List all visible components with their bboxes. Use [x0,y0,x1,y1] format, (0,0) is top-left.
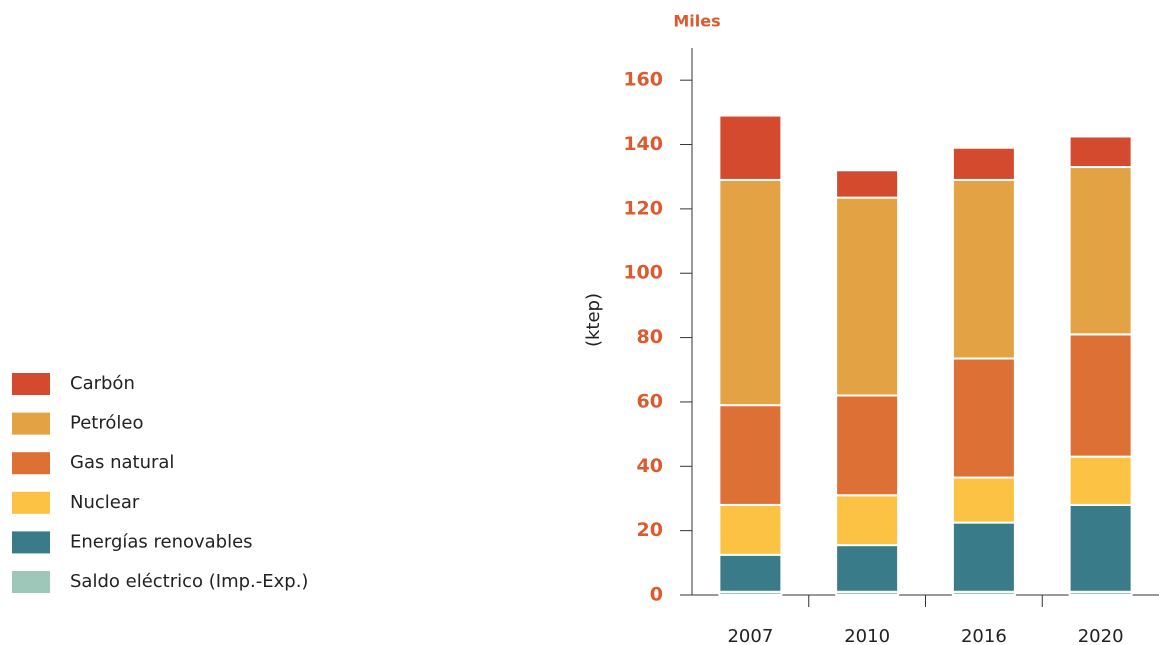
bar-segment [835,494,900,547]
bar-segment [1068,333,1133,458]
legend-label: Nuclear [70,492,140,513]
legend-swatch [12,531,50,554]
bar-segment [951,357,1016,479]
legend-label: Petróleo [70,413,143,434]
legend-swatch [12,373,50,395]
bar-segment [835,196,900,397]
bar-segment [951,521,1016,593]
x-tick-label: 2016 [961,626,1007,645]
legend-label: Carbón [70,373,135,394]
bar-segment [951,476,1016,524]
x-tick-label: 2007 [727,626,773,645]
legend-label: Gas natural [70,452,174,473]
legend-swatch [12,412,50,435]
x-tick-label: 2010 [844,626,890,645]
legend-label: Saldo eléctrico (Imp.-Exp.) [70,571,308,592]
bar-segment [718,178,783,407]
bar-segment [835,544,900,593]
y-tick-label: 60 [637,390,663,412]
y-tick-label: 40 [637,455,663,477]
legend-label: Energías renovables [70,531,253,552]
y-tick-label: 160 [623,69,663,91]
unit-label: Miles [673,12,720,31]
bar-segment [1068,503,1133,593]
y-tick-label: 100 [623,262,663,284]
bar-segment [1068,455,1133,506]
bar-segment [718,553,783,593]
bar-segment [951,178,1016,360]
legend-swatch [12,452,50,475]
bar-segment [1068,135,1133,169]
bar-segment [1068,166,1133,336]
y-tick-label: 140 [623,133,663,155]
bar-segment [718,404,783,506]
bar-segment [835,169,900,199]
y-tick-label: 20 [637,519,663,541]
legend-swatch [12,571,50,593]
bar-segment [718,503,783,556]
y-axis-label: (ktep) [583,293,604,347]
x-tick-label: 2020 [1078,626,1124,645]
y-tick-label: 80 [637,326,663,348]
y-tick-label: 120 [623,197,663,219]
bar-segment [718,114,783,181]
bar-segment [951,146,1016,181]
bar-segment [835,394,900,497]
y-tick-label: 0 [650,584,663,606]
legend-swatch [12,491,50,514]
